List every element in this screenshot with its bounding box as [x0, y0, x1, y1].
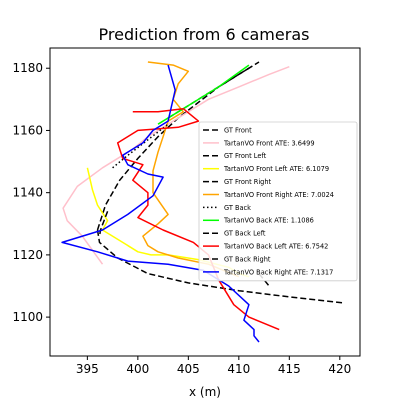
legend-label-4: GT Front Right: [224, 178, 272, 186]
legend-label-7: TartanVO Back ATE: 1.1086: [223, 217, 314, 225]
series-line-6: [112, 123, 169, 169]
x-tick-label: 405: [177, 362, 200, 376]
legend-box: [198, 121, 358, 282]
y-tick-label: 1180: [12, 61, 43, 75]
series-line-7: [157, 64, 250, 125]
legend-label-3: TartanVO Front Left ATE: 6.1079: [223, 165, 329, 173]
x-axis-label: x (m): [189, 385, 221, 399]
series-line-2: [96, 229, 345, 304]
x-tick-label: 415: [278, 362, 301, 376]
y-tick-label: 1100: [12, 310, 43, 324]
x-tick-label: 400: [126, 362, 149, 376]
x-axis: 395 400 405 410 415 420: [76, 356, 351, 376]
legend-label-1: TartanVO Front ATE: 3.6499: [223, 139, 315, 147]
chart-title: Prediction from 6 cameras: [99, 25, 310, 44]
legend: GT Front TartanVO Front ATE: 3.6499 GT Fro…: [198, 121, 358, 282]
legend-label-0: GT Front: [224, 126, 252, 134]
legend-label-9: TartanVO Back Left ATE: 6.7542: [223, 243, 328, 251]
legend-label-11: TartanVO Back Right ATE: 7.1317: [223, 268, 333, 276]
y-tick-label: 1120: [12, 248, 43, 262]
x-tick-label: 410: [227, 362, 250, 376]
legend-label-5: TartanVO Front Right ATE: 7.0024: [223, 191, 334, 199]
series-line-11: [61, 64, 260, 343]
plot-frame: [49, 47, 361, 357]
x-tick-label: 395: [76, 362, 99, 376]
x-tick-label: 420: [328, 362, 351, 376]
legend-label-10: GT Back Right: [224, 255, 271, 263]
y-tick-label: 1140: [12, 186, 43, 200]
y-axis: 1100 1120 1140 1160 1180: [12, 61, 50, 324]
legend-label-6: GT Back: [224, 204, 251, 212]
legend-label-2: GT Front Left: [224, 152, 267, 160]
series-line-5: [142, 61, 240, 278]
legend-label-8: GT Back Left: [224, 230, 266, 238]
y-tick-label: 1160: [12, 123, 43, 137]
